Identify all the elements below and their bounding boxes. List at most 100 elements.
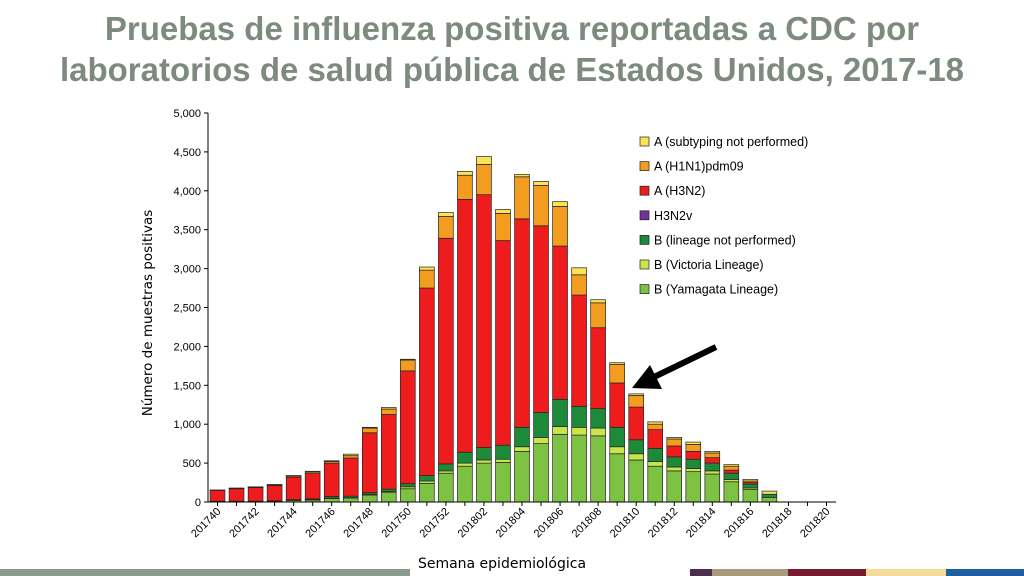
x-tick-label: 201814 [684, 506, 718, 540]
y-tick-label: 1,000 [173, 419, 201, 431]
bar-201815-series-4 [723, 469, 740, 474]
bar-201815-series-6 [723, 464, 740, 467]
bar-201807-series-2 [571, 405, 587, 428]
x-tick-label: 201752 [418, 506, 452, 540]
bar-201804-series-5 [514, 176, 530, 220]
bar-201808-series-5 [590, 302, 606, 329]
annotation-group [632, 344, 718, 389]
bar-201803-series-2 [495, 444, 511, 460]
bar-201747-series-6 [342, 453, 359, 457]
title-line-1: Pruebas de influenza positiva reportadas… [104, 10, 920, 47]
footer-segment [690, 569, 712, 576]
x-tick-label: 201808 [570, 506, 604, 540]
bar-201813-series-1 [685, 468, 702, 473]
bar-201817-series-6 [761, 490, 778, 495]
bar-201805-series-2 [533, 412, 549, 438]
bar-201743-series-4 [266, 485, 283, 502]
bar-201813-series-5 [685, 444, 702, 452]
x-tick-label: 201816 [722, 506, 756, 540]
bar-201813-series-0 [685, 471, 702, 503]
bar-201815-series-1 [723, 479, 740, 483]
bar-201810-series-1 [628, 453, 644, 461]
y-tick-label: 500 [183, 458, 201, 470]
bar-201806-series-6 [552, 201, 568, 207]
legend-label: A (H3N2) [654, 184, 705, 198]
bar-201807-series-6 [571, 267, 587, 276]
bar-201808-series-4 [590, 327, 606, 409]
bar-201810-series-2 [628, 439, 644, 455]
x-tick-label: 201818 [760, 506, 794, 540]
bar-201751-series-6 [419, 266, 435, 271]
bar-201803-series-5 [495, 213, 511, 241]
legend-label: B (lineage not performed) [654, 233, 796, 247]
bar-201745-series-6 [304, 470, 321, 473]
bar-201802-series-4 [476, 194, 492, 448]
bar-201811-series-1 [647, 461, 663, 467]
x-tick-label: 201750 [379, 506, 413, 540]
bar-201804-series-4 [514, 218, 530, 428]
bar-201751-series-5 [419, 269, 435, 289]
bar-201801-series-5 [457, 174, 473, 200]
bar-201741-series-4 [228, 488, 245, 502]
bar-201809-series-5 [609, 363, 625, 384]
bar-201751-series-2 [419, 475, 435, 482]
bar-201805-series-4 [533, 225, 549, 413]
bar-201807-series-0 [571, 434, 587, 503]
x-tick-label: 201806 [532, 506, 566, 540]
bar-201810-series-6 [628, 393, 644, 396]
bar-201744-series-4 [285, 476, 302, 501]
y-tick-label: 4,500 [173, 147, 201, 159]
bar-201751-series-4 [419, 287, 435, 476]
bar-201806-series-0 [552, 433, 568, 503]
x-axis-label-wrap: Semana epidemiológica [0, 556, 1004, 572]
bar-201750-series-2 [400, 483, 416, 488]
footer-segment [788, 569, 866, 576]
legend-swatch [639, 136, 650, 147]
bar-201803-series-1 [495, 458, 511, 463]
footer-segment [946, 569, 1024, 576]
bar-201806-series-5 [552, 206, 568, 247]
legend-label: B (Victoria Lineage) [654, 258, 764, 272]
bar-201817-series-2 [761, 493, 778, 498]
bar-201747-series-0 [342, 497, 359, 503]
bar-201748-series-0 [361, 494, 378, 503]
bar-201811-series-5 [647, 423, 663, 431]
bar-201807-series-5 [571, 274, 587, 296]
bar-201802-series-6 [476, 156, 492, 165]
bar-201812-series-0 [666, 470, 683, 503]
bar-201812-series-5 [666, 438, 683, 447]
annotation-arrow-head [632, 365, 662, 389]
bar-201815-series-5 [723, 465, 740, 471]
bar-201746-series-4 [323, 462, 340, 497]
bar-201751-series-0 [419, 482, 435, 503]
bar-201805-series-0 [533, 443, 549, 503]
bar-201809-series-4 [609, 382, 625, 428]
bar-201805-series-5 [533, 185, 549, 227]
legend-swatch [639, 210, 650, 221]
bar-201802-series-2 [476, 447, 492, 461]
legend-swatch [639, 235, 650, 245]
bar-201814-series-4 [704, 457, 721, 464]
bar-201801-series-1 [457, 462, 473, 467]
bar-201749-series-5 [381, 408, 397, 415]
bar-201811-series-4 [647, 429, 663, 449]
bar-201806-series-1 [552, 426, 568, 435]
x-axis-label: Semana epidemiológica [412, 556, 592, 572]
x-tick-label: 201802 [456, 506, 490, 540]
bar-201811-series-2 [647, 447, 663, 462]
bar-201809-series-6 [609, 362, 625, 365]
bar-201813-series-4 [685, 451, 702, 460]
bar-201802-series-5 [476, 164, 492, 196]
legend-swatch [639, 161, 650, 171]
annotation-arrow-shaft [652, 344, 718, 380]
bar-201752-series-5 [438, 216, 454, 239]
bar-201750-series-5 [400, 359, 416, 372]
footer-segment [712, 569, 788, 576]
footer-segment [866, 569, 946, 576]
bar-201809-series-2 [609, 426, 625, 448]
bar-201812-series-4 [666, 445, 683, 458]
x-tick-label: 201810 [608, 506, 642, 540]
y-tick-label: 5,000 [173, 108, 201, 120]
bar-201752-series-4 [438, 237, 454, 465]
